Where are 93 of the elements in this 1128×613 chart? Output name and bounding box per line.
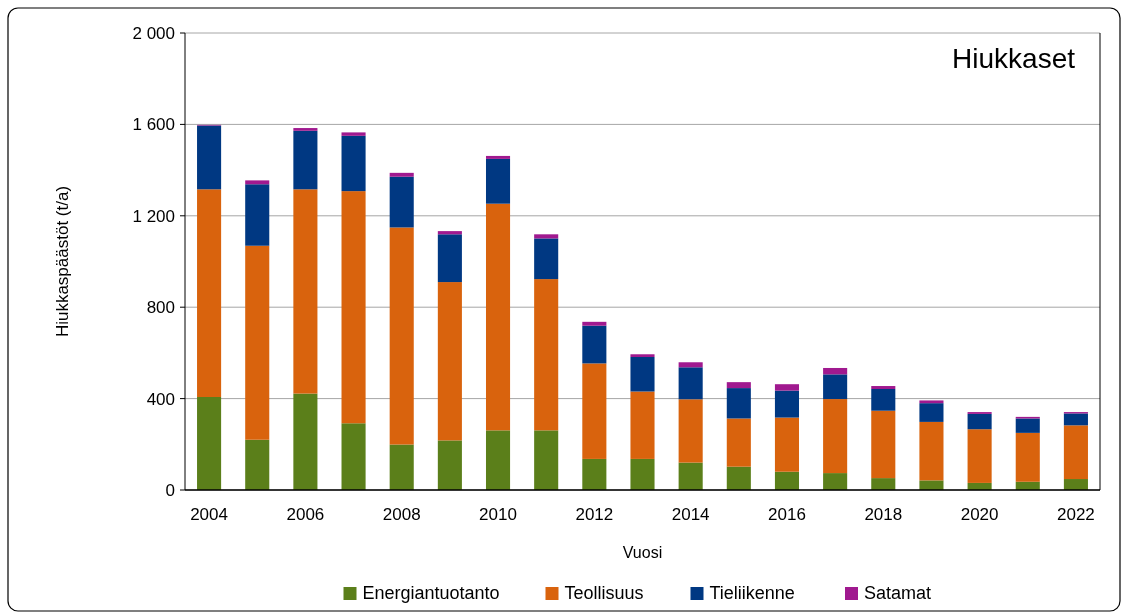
bar [678, 367, 703, 400]
y-axis-title: Hiukkaspäästöt (t/a) [53, 185, 72, 338]
bar [534, 430, 559, 490]
bar [1063, 413, 1088, 426]
bar [293, 128, 318, 131]
bar [389, 176, 414, 228]
bar [774, 384, 800, 391]
bar [389, 444, 414, 490]
bar [582, 325, 607, 364]
bar [919, 400, 944, 404]
bar [871, 389, 896, 411]
bar [534, 279, 559, 431]
bar [1015, 418, 1040, 433]
legend-label: Tieliikenne [709, 583, 795, 603]
bar [823, 473, 848, 490]
bar [245, 439, 270, 490]
bar [823, 399, 848, 474]
y-tick-label: 800 [146, 298, 175, 318]
bar [726, 466, 751, 490]
bar [774, 390, 800, 418]
bar [871, 386, 896, 389]
bar [341, 135, 366, 192]
bar [919, 480, 944, 490]
y-tick-label: 400 [146, 389, 175, 409]
legend-label: Satamat [864, 583, 932, 603]
bar [774, 471, 800, 490]
bar [437, 440, 462, 490]
x-tick-label: 2008 [382, 505, 421, 524]
x-axis-title: Vuosi [622, 544, 663, 561]
bar [967, 429, 992, 483]
bar [293, 393, 318, 490]
bar [1063, 479, 1088, 490]
bar [437, 282, 462, 441]
bar [871, 478, 896, 490]
bar [630, 357, 655, 392]
bar [823, 374, 848, 400]
y-tick-label: 1 200 [132, 206, 175, 226]
bar [437, 234, 462, 283]
bar [245, 184, 270, 246]
legend-label: Energiantuotanto [362, 583, 500, 603]
y-tick-label: 1 600 [132, 115, 175, 135]
x-tick-label: 2022 [1057, 505, 1095, 524]
y-tick-label: 0 [165, 480, 175, 500]
x-tick-label: 2018 [864, 505, 903, 524]
x-tick-label: 2004 [190, 505, 228, 524]
chart-title: Hiukkaset [952, 43, 1076, 74]
bar [197, 397, 222, 490]
bar [582, 363, 607, 459]
bar [823, 367, 848, 375]
bar [630, 458, 655, 490]
bar [678, 362, 703, 368]
bar [389, 227, 414, 445]
bar [726, 388, 751, 419]
x-tick-label: 2010 [479, 505, 517, 524]
bar [582, 321, 607, 326]
bar [871, 410, 896, 479]
x-tick-label: 2016 [768, 505, 806, 524]
y-tick-label: 2 000 [132, 23, 175, 43]
x-tick-label: 2014 [671, 505, 710, 524]
bar [341, 423, 366, 490]
bar [293, 130, 318, 190]
bar [341, 132, 366, 136]
bar [389, 172, 414, 177]
bar [485, 430, 511, 490]
bar [1015, 432, 1040, 482]
bar [197, 189, 222, 397]
bar [630, 354, 655, 358]
bar [1063, 425, 1088, 480]
x-tick-label: 2012 [575, 505, 614, 524]
x-tick-label: 2020 [960, 505, 999, 524]
bar [485, 158, 511, 204]
bar [678, 399, 703, 463]
bar [341, 191, 366, 424]
bar [582, 458, 607, 490]
bar [437, 231, 462, 235]
bar [630, 391, 655, 459]
bar [726, 382, 751, 389]
bar [485, 155, 511, 159]
bar [245, 180, 270, 185]
bar [919, 403, 944, 422]
bar [534, 234, 559, 239]
bar [967, 413, 992, 430]
bar [485, 203, 511, 431]
bar [534, 238, 559, 280]
bar [774, 417, 800, 472]
bar [726, 418, 751, 467]
x-tick-label: 2006 [286, 505, 325, 524]
bar [293, 189, 318, 394]
bar [245, 245, 270, 440]
bar [919, 421, 944, 481]
bar [678, 462, 703, 490]
legend-label: Teollisuus [564, 583, 644, 603]
bar [197, 125, 222, 190]
